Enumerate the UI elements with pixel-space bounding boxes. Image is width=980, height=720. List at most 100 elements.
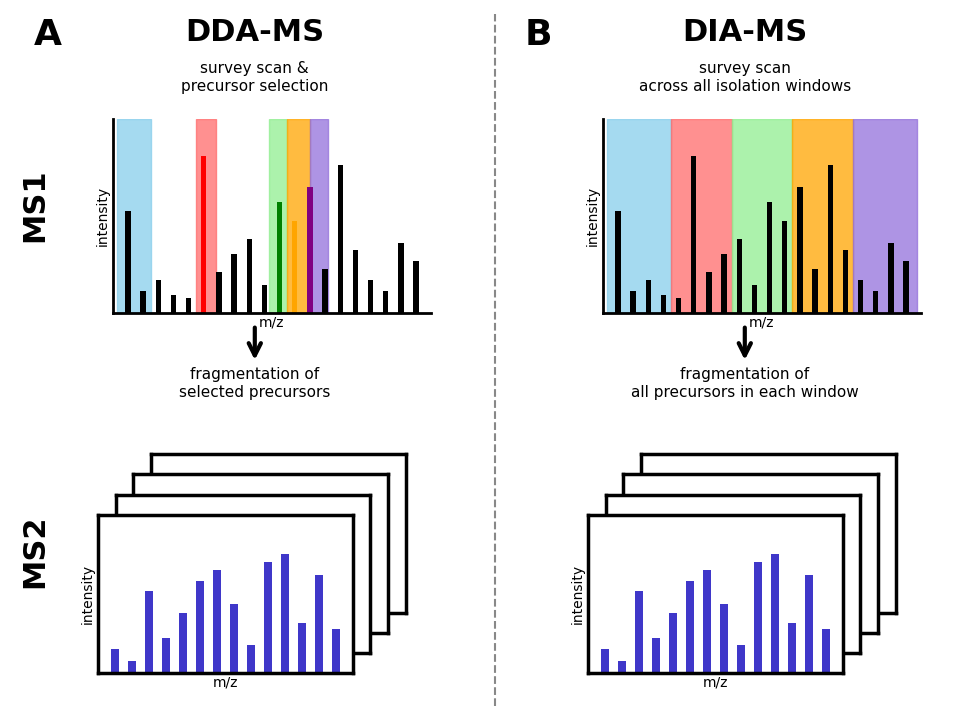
Bar — [332, 629, 340, 673]
Bar — [652, 639, 660, 673]
Text: A: A — [34, 18, 63, 52]
Bar — [858, 280, 863, 313]
Bar — [601, 649, 609, 673]
Bar — [128, 660, 136, 673]
Bar — [676, 298, 681, 313]
Bar — [827, 165, 833, 313]
Bar — [822, 629, 830, 673]
Bar — [231, 254, 237, 313]
Text: B: B — [524, 18, 552, 52]
Bar — [805, 575, 812, 673]
Bar — [797, 187, 803, 313]
Bar — [691, 156, 697, 313]
Bar — [196, 581, 204, 673]
Bar — [686, 581, 694, 673]
Bar — [156, 280, 161, 313]
Bar — [608, 119, 671, 313]
Bar — [244, 495, 262, 613]
Bar — [873, 291, 878, 313]
Bar — [226, 564, 244, 633]
Bar — [699, 595, 716, 653]
Bar — [353, 251, 358, 313]
Bar — [752, 285, 757, 313]
Bar — [281, 554, 289, 673]
Bar — [264, 562, 271, 673]
Bar — [414, 261, 418, 313]
X-axis label: m/z: m/z — [259, 316, 285, 330]
Bar — [230, 603, 238, 673]
Bar — [648, 588, 665, 653]
Bar — [683, 519, 701, 613]
Bar — [125, 212, 130, 313]
Bar — [277, 202, 282, 313]
Bar — [843, 251, 848, 313]
Bar — [292, 220, 297, 313]
Bar — [217, 272, 221, 313]
Text: survey scan &
precursor selection: survey scan & precursor selection — [181, 61, 328, 94]
Bar — [247, 644, 255, 673]
X-axis label: m/z: m/z — [213, 676, 238, 690]
Bar — [703, 570, 710, 673]
Text: fragmentation of
selected precursors: fragmentation of selected precursors — [179, 367, 330, 400]
Bar — [287, 119, 310, 313]
Bar — [618, 660, 626, 673]
Text: MS2: MS2 — [20, 514, 49, 588]
Bar — [788, 623, 796, 673]
Bar — [771, 554, 779, 673]
Bar — [732, 119, 792, 313]
Bar — [158, 588, 175, 653]
Bar — [615, 212, 620, 313]
Text: MS1: MS1 — [20, 168, 49, 242]
Bar — [307, 187, 313, 313]
Bar — [812, 269, 817, 313]
Bar — [646, 280, 651, 313]
Bar — [720, 603, 728, 673]
Bar — [398, 243, 404, 313]
Bar — [853, 119, 916, 313]
Y-axis label: intensity: intensity — [96, 186, 110, 246]
Text: survey scan
across all isolation windows: survey scan across all isolation windows — [639, 61, 851, 94]
Bar — [193, 519, 211, 613]
Bar — [767, 202, 772, 313]
Bar — [904, 261, 908, 313]
Bar — [118, 119, 151, 313]
Bar — [661, 294, 666, 313]
Bar — [247, 239, 252, 313]
Bar — [671, 119, 732, 313]
Y-axis label: intensity: intensity — [586, 186, 600, 246]
Bar — [310, 119, 328, 313]
Bar — [162, 639, 170, 673]
Bar — [737, 239, 742, 313]
Bar — [792, 119, 853, 313]
Bar — [721, 254, 727, 313]
Bar — [186, 298, 191, 313]
Bar — [669, 613, 677, 673]
Bar — [269, 119, 287, 313]
Bar — [298, 623, 306, 673]
Bar — [630, 291, 636, 313]
Bar — [262, 285, 267, 313]
X-axis label: m/z: m/z — [749, 316, 775, 330]
Bar — [111, 649, 119, 673]
Bar — [888, 243, 894, 313]
Bar — [322, 269, 327, 313]
Y-axis label: intensity: intensity — [571, 564, 585, 624]
Bar — [145, 591, 153, 673]
Bar — [201, 156, 207, 313]
Bar — [368, 280, 373, 313]
Bar — [754, 562, 761, 673]
Bar — [716, 564, 734, 633]
Bar — [213, 570, 220, 673]
Y-axis label: intensity: intensity — [81, 564, 95, 624]
Bar — [782, 220, 787, 313]
Bar — [737, 644, 745, 673]
Bar — [383, 291, 388, 313]
Text: DDA-MS: DDA-MS — [185, 18, 324, 47]
Bar — [707, 272, 711, 313]
Bar — [337, 165, 343, 313]
Bar — [179, 613, 187, 673]
Bar — [140, 291, 146, 313]
Bar — [209, 595, 226, 653]
X-axis label: m/z: m/z — [703, 676, 728, 690]
Text: fragmentation of
all precursors in each window: fragmentation of all precursors in each … — [631, 367, 858, 400]
